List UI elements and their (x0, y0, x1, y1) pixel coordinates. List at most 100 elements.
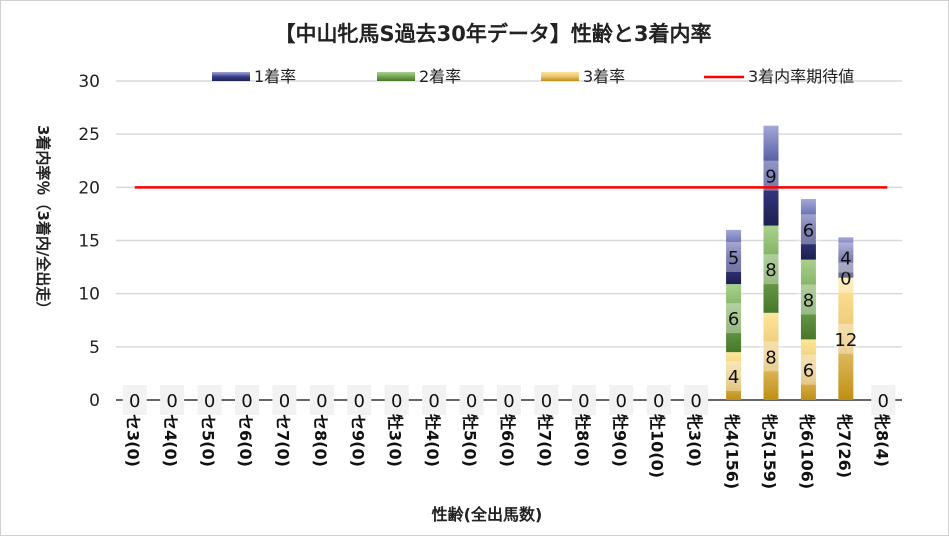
data-label-box (684, 385, 709, 415)
data-label: 0 (204, 391, 215, 412)
data-label-box (534, 385, 559, 415)
data-label-box (646, 385, 671, 415)
legend-label: 1着率 (254, 67, 296, 86)
data-label-box (721, 361, 746, 392)
data-label: 6 (728, 309, 739, 330)
data-label-box (235, 385, 259, 415)
legend-swatch (212, 72, 250, 81)
x-tick-label: 牝6(106) (797, 414, 816, 489)
legend-swatch (541, 72, 579, 81)
data-label-box (833, 262, 858, 293)
data-label: 0 (616, 391, 627, 412)
data-label-box (272, 385, 297, 415)
data-label: 0 (279, 391, 290, 412)
data-label-box (609, 385, 634, 415)
data-label: 0 (578, 391, 589, 412)
data-label-box (197, 385, 222, 415)
data-label-box (309, 385, 334, 415)
x-tick-label: 牡5(0) (461, 414, 480, 467)
data-label-box (759, 254, 783, 285)
bar-segment-3rd (726, 352, 742, 400)
data-label-box (833, 242, 858, 273)
data-label: 0 (428, 391, 439, 412)
legend-swatch (377, 72, 415, 81)
data-label: 6 (803, 220, 814, 241)
x-tick-label: 牡10(0) (648, 414, 667, 478)
x-tick-label: 牝3(0) (685, 414, 704, 467)
x-tick-label: 牝5(159) (760, 414, 779, 489)
x-tick-label: セ3(0) (124, 414, 143, 467)
x-axis-label: 性齢(全出馬数) (432, 505, 543, 524)
y-tick-label: 5 (89, 338, 100, 358)
x-axis-ticks: セ3(0) セ4(0) セ5(0) セ6(0) セ7(0) セ8(0) セ9(0) 牡3(0)… (124, 414, 892, 489)
data-label: 0 (166, 391, 177, 412)
chart-title: 【中山牝馬S過去30年データ】性齢と3着内率 (275, 22, 712, 46)
data-label: 0 (354, 391, 365, 412)
y-tick-label: 0 (89, 391, 100, 411)
x-tick-label: セ7(0) (273, 414, 292, 467)
x-tick-label: セ9(0) (348, 414, 367, 467)
bar-segment-3rd (763, 312, 779, 400)
data-label-box (796, 354, 821, 385)
data-label-box (497, 385, 521, 415)
y-tick-label: 30 (78, 72, 100, 92)
data-label: 0 (690, 391, 701, 412)
data-label-box (759, 341, 783, 372)
legend-label: 2着率 (419, 67, 461, 86)
data-label-box (759, 160, 783, 191)
y-tick-label: 10 (78, 285, 100, 305)
data-label-box (160, 385, 185, 415)
data-label: 8 (803, 291, 814, 312)
y-tick-label: 15 (78, 232, 100, 252)
x-tick-label: 牝8(4) (872, 414, 891, 467)
data-label-box (871, 385, 896, 415)
data-label: 0 (129, 391, 140, 412)
x-tick-label: 牡6(0) (498, 414, 517, 467)
data-label: 9 (765, 167, 776, 188)
bar-segment-2nd (763, 225, 779, 313)
data-label: 0 (503, 391, 514, 412)
data-label-box (796, 284, 821, 315)
data-label-box (796, 214, 821, 245)
data-label-box (459, 385, 484, 415)
bar-segment-3rd (800, 339, 816, 400)
data-label: 8 (765, 347, 776, 368)
data-label: 8 (765, 260, 776, 281)
data-label-box (571, 385, 596, 415)
data-label: 0 (541, 391, 552, 412)
data-label: 6 (803, 361, 814, 382)
x-tick-label: 牡7(0) (535, 414, 554, 467)
x-tick-label: 牝4(156) (723, 414, 742, 489)
bar-segment-2nd (800, 259, 816, 340)
data-label-box (721, 303, 746, 334)
y-axis-ticks: 0 5 10 15 20 25 30 (78, 72, 100, 411)
data-label-box (347, 385, 372, 415)
legend-label: 3着率 (583, 67, 625, 86)
y-tick-label: 20 (78, 178, 100, 198)
bar-segment-1st (800, 199, 816, 260)
x-tick-label: 牡8(0) (573, 414, 592, 467)
data-label: 5 (728, 248, 739, 269)
data-label-box (422, 385, 447, 415)
data-label-box (721, 241, 746, 272)
y-axis-label: 3着内率％（3着内/全出走） (34, 125, 52, 316)
x-tick-label: 牡4(0) (423, 414, 442, 467)
data-label-box (384, 385, 409, 415)
x-tick-label: 牝7(26) (835, 414, 854, 478)
data-label: 0 (316, 391, 327, 412)
bar-segment-1st (726, 229, 742, 285)
bar-segment-1st (838, 237, 854, 278)
bar-segment-3rd (838, 277, 854, 400)
data-label-box (833, 323, 858, 354)
x-tick-label: セ5(0) (199, 414, 218, 467)
y-tick-label: 25 (78, 125, 100, 145)
x-tick-label: セ6(0) (236, 414, 255, 467)
data-label-box (122, 385, 147, 415)
data-label: 0 (840, 269, 851, 290)
bar-segment-2nd (726, 284, 742, 353)
data-label: 0 (241, 391, 252, 412)
data-label: 12 (834, 330, 857, 351)
data-label: 0 (653, 391, 664, 412)
